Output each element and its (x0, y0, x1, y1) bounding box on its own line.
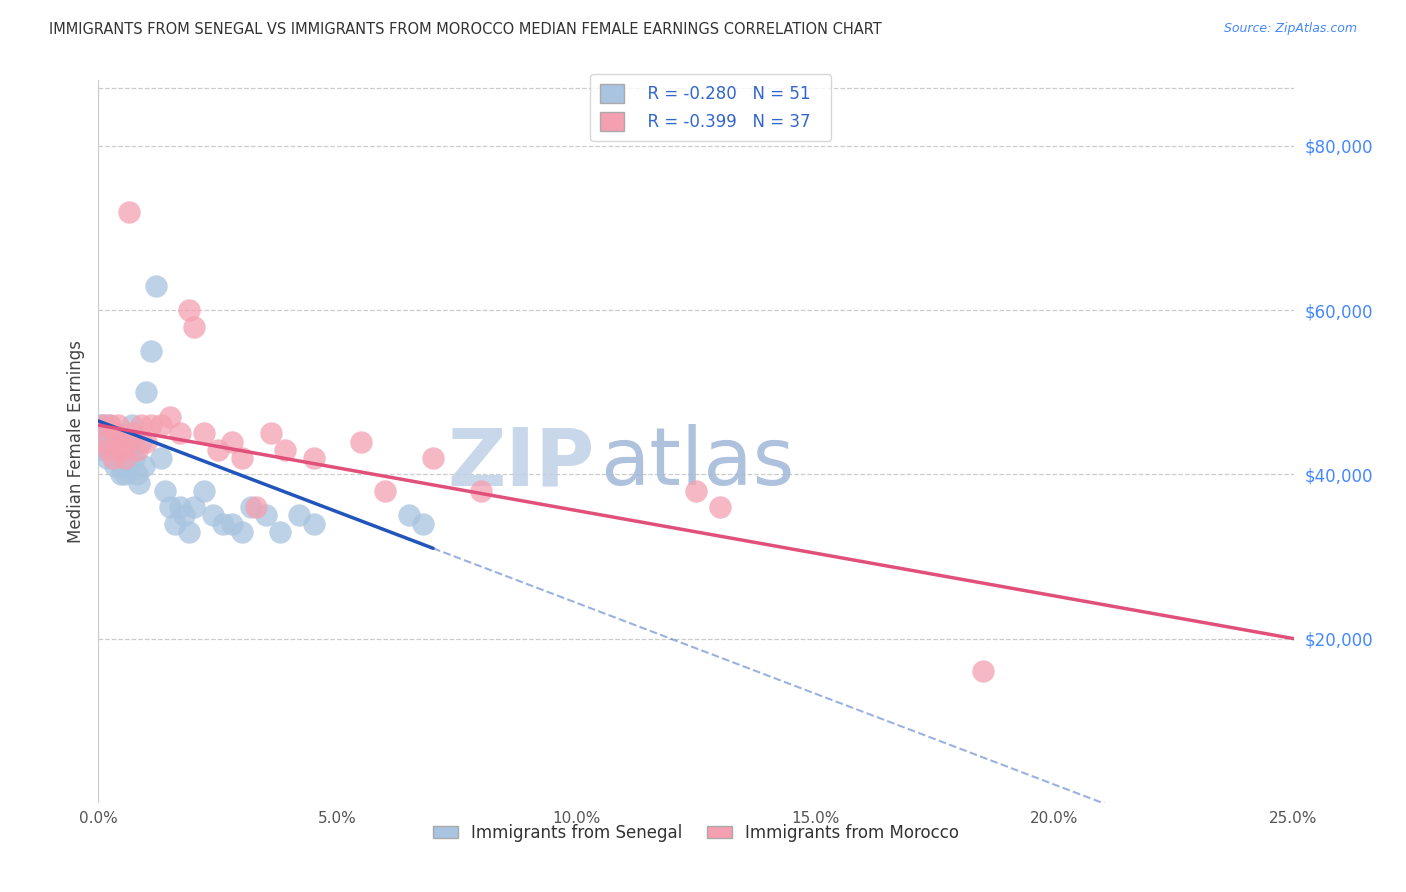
Y-axis label: Median Female Earnings: Median Female Earnings (66, 340, 84, 543)
Point (118, 442, 141, 457)
Point (115, 434, 138, 449)
Point (97, 434, 120, 449)
Point (97, 442, 120, 457)
Point (135, 385, 157, 400)
Point (169, 426, 191, 441)
Point (179, 524, 201, 539)
Point (110, 467, 132, 482)
Point (114, 450, 136, 465)
Point (107, 418, 129, 433)
Point (350, 434, 373, 449)
Point (103, 450, 125, 465)
Point (470, 483, 492, 498)
Point (107, 434, 129, 449)
Legend: Immigrants from Senegal, Immigrants from Morocco: Immigrants from Senegal, Immigrants from… (426, 817, 966, 848)
Point (374, 483, 396, 498)
Point (105, 450, 128, 465)
Point (97, 418, 120, 433)
Point (115, 459, 138, 474)
Text: Source: ZipAtlas.com: Source: ZipAtlas.com (1223, 22, 1357, 36)
Point (179, 303, 201, 318)
Point (121, 426, 143, 441)
Point (101, 442, 124, 457)
Point (207, 442, 229, 457)
Point (269, 524, 291, 539)
Point (685, 483, 707, 498)
Point (302, 450, 325, 465)
Point (139, 418, 162, 433)
Point (114, 467, 136, 482)
Point (288, 508, 311, 523)
Point (125, 467, 148, 482)
Text: atlas: atlas (600, 425, 794, 502)
Point (240, 500, 263, 515)
Point (131, 434, 153, 449)
Point (202, 508, 225, 523)
Point (972, 665, 994, 679)
Point (274, 442, 297, 457)
Point (149, 450, 172, 465)
Point (183, 319, 205, 334)
Point (104, 426, 127, 441)
Point (139, 344, 162, 359)
Point (121, 418, 143, 433)
Point (94, 434, 117, 449)
Point (131, 418, 153, 433)
Point (221, 434, 243, 449)
Point (94, 426, 117, 441)
Point (163, 516, 186, 531)
Text: IMMIGRANTS FROM SENEGAL VS IMMIGRANTS FROM MOROCCO MEDIAN FEMALE EARNINGS CORREL: IMMIGRANTS FROM SENEGAL VS IMMIGRANTS FR… (49, 22, 882, 37)
Point (412, 516, 434, 531)
Point (254, 508, 277, 523)
Point (398, 508, 420, 523)
Point (91, 434, 114, 449)
Point (118, 204, 141, 219)
Point (91, 418, 114, 433)
Point (104, 459, 127, 474)
Point (135, 434, 157, 449)
Point (96, 450, 118, 465)
Point (221, 516, 243, 531)
Point (422, 450, 444, 465)
Point (101, 450, 124, 465)
Point (231, 450, 253, 465)
Point (193, 483, 215, 498)
Point (101, 442, 124, 457)
Text: ZIP: ZIP (447, 425, 595, 502)
Point (108, 450, 131, 465)
Point (124, 450, 146, 465)
Point (245, 500, 267, 515)
Point (93, 418, 115, 433)
Point (111, 442, 134, 457)
Point (211, 516, 233, 531)
Point (159, 409, 181, 424)
Point (91, 442, 114, 457)
Point (145, 278, 167, 293)
Point (149, 418, 172, 433)
Point (173, 508, 195, 523)
Point (302, 516, 325, 531)
Point (155, 483, 177, 498)
Point (107, 442, 129, 457)
Point (90, 418, 112, 433)
Point (98, 434, 122, 449)
Point (128, 475, 150, 490)
Point (169, 500, 191, 515)
Point (111, 459, 134, 474)
Point (709, 500, 731, 515)
Point (183, 500, 205, 515)
Point (159, 500, 181, 515)
Point (108, 434, 131, 449)
Point (98, 418, 122, 433)
Point (125, 442, 148, 457)
Point (259, 426, 281, 441)
Point (231, 524, 253, 539)
Point (193, 426, 215, 441)
Point (132, 459, 155, 474)
